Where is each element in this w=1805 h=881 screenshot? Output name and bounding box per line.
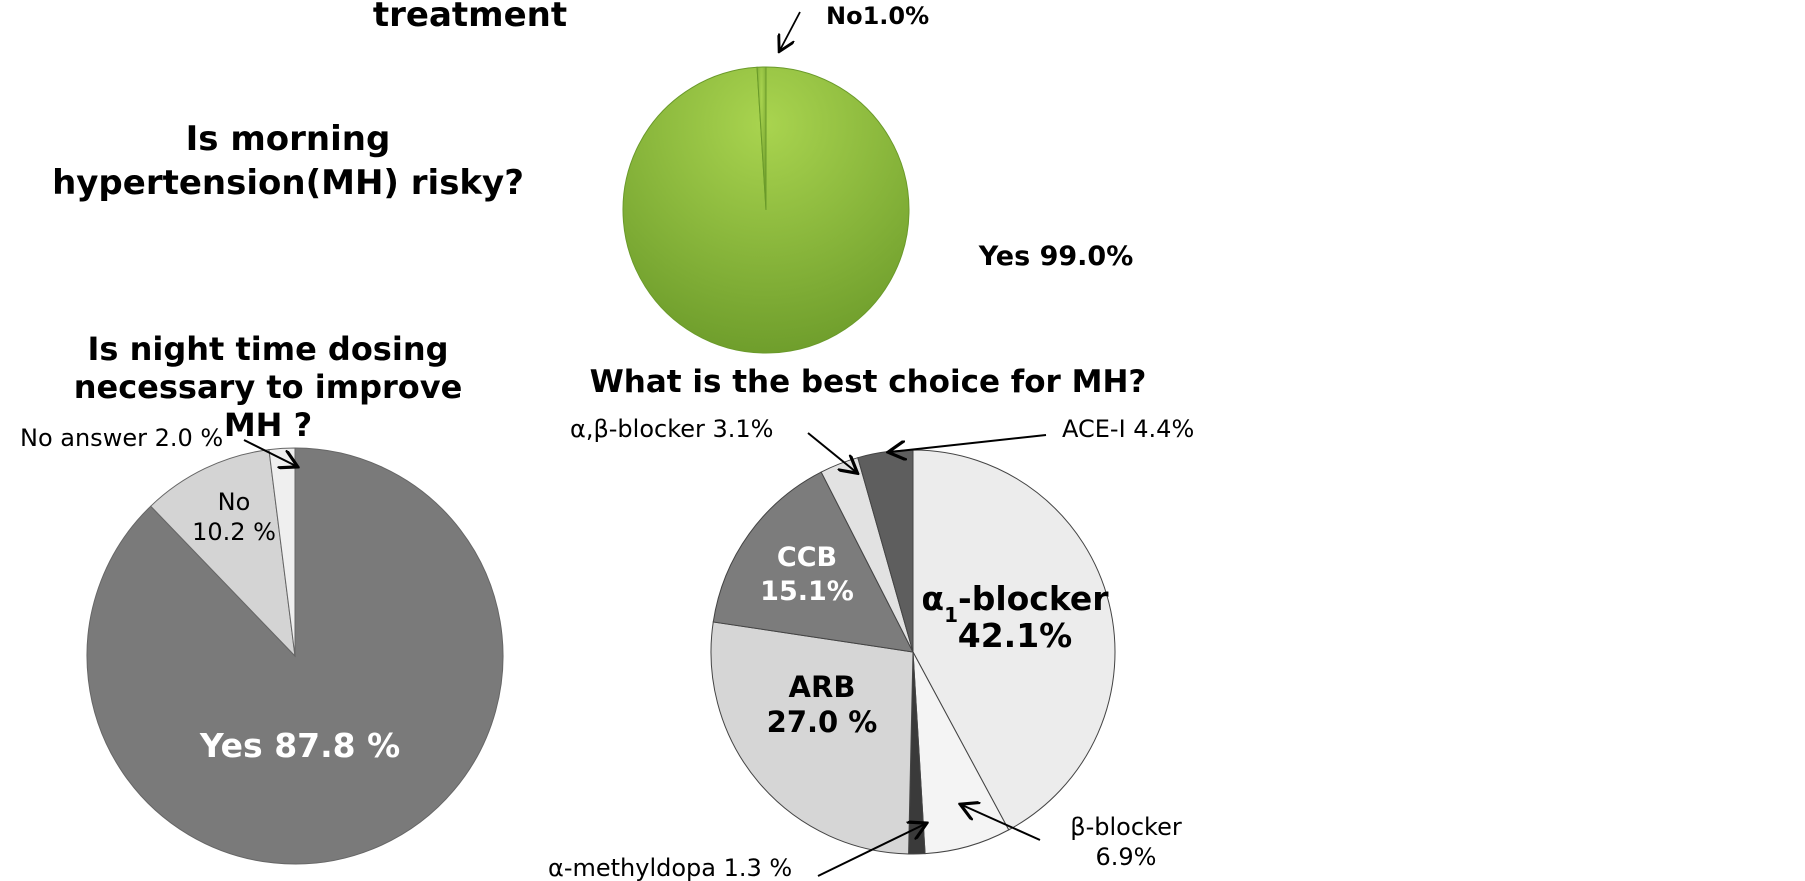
pie-slice--1-blocker: [912, 449, 1116, 831]
label-yes-99: Yes 99.0%: [978, 241, 1134, 272]
chart-title-night-line3: MH ?: [224, 406, 312, 444]
label-no-10: No: [218, 488, 251, 516]
chart-title-mh-risky-line1: Is morning: [186, 119, 391, 159]
label-no-1: No1.0%: [826, 2, 929, 30]
label-a1-blocker-pct: 42.1%: [958, 616, 1073, 655]
pie-slice-no: [150, 449, 296, 658]
arrow-methyldopa: [817, 824, 925, 877]
chart-mh-risky: treatment Is morning hypertension(MH) ri…: [52, 0, 1134, 354]
label-b-blocker: β-blocker: [1070, 813, 1182, 841]
pie-slice-arb: [710, 621, 914, 855]
chart-title-best-choice: What is the best choice for MH?: [590, 364, 1147, 400]
chart-title-night-line2: necessary to improve: [74, 368, 463, 406]
label-ccb: CCB: [777, 542, 837, 573]
chart-night-dosing: Is night time dosing necessary to improv…: [20, 330, 504, 865]
arrow-ace-i: [890, 434, 1047, 452]
label-no-answer: No answer 2.0 %: [20, 424, 223, 452]
chart-title-night-line1: Is night time dosing: [87, 330, 448, 368]
label-arb-pct: 27.0 %: [767, 705, 878, 739]
label-yes-87: Yes 87.8 %: [199, 726, 400, 765]
label-no-10-pct: 10.2 %: [192, 518, 276, 546]
pie-night-dosing: [86, 447, 504, 865]
pie-slice-ccb: [712, 471, 914, 653]
arrow-b-blocker: [962, 805, 1041, 841]
label-a1-blocker: α1-blocker: [921, 579, 1109, 627]
arrow-no-1: [780, 11, 801, 50]
chart-title-mh-risky-line2: hypertension(MH) risky?: [52, 163, 524, 203]
label-ccb-pct: 15.1%: [760, 576, 854, 607]
arrow-ab-blocker: [807, 432, 856, 472]
arrow-no-answer: [243, 439, 296, 466]
chart-best-choice: What is the best choice for MH? α1-block…: [548, 364, 1194, 881]
label-ab-blocker: α,β-blocker 3.1%: [570, 415, 773, 443]
label-methyldopa: α-methyldopa 1.3 %: [548, 854, 792, 881]
pie-slice-no: [756, 66, 767, 211]
pie-slice-no-answer: [268, 447, 296, 657]
partial-title-treatment: treatment: [373, 0, 567, 35]
label-b-blocker-pct: 6.9%: [1096, 843, 1157, 871]
label-ace-i: ACE-I 4.4%: [1062, 415, 1194, 443]
pie-best-choice: [710, 449, 1116, 855]
label-arb: ARB: [789, 670, 856, 704]
pie-mh-risky: [622, 66, 910, 354]
